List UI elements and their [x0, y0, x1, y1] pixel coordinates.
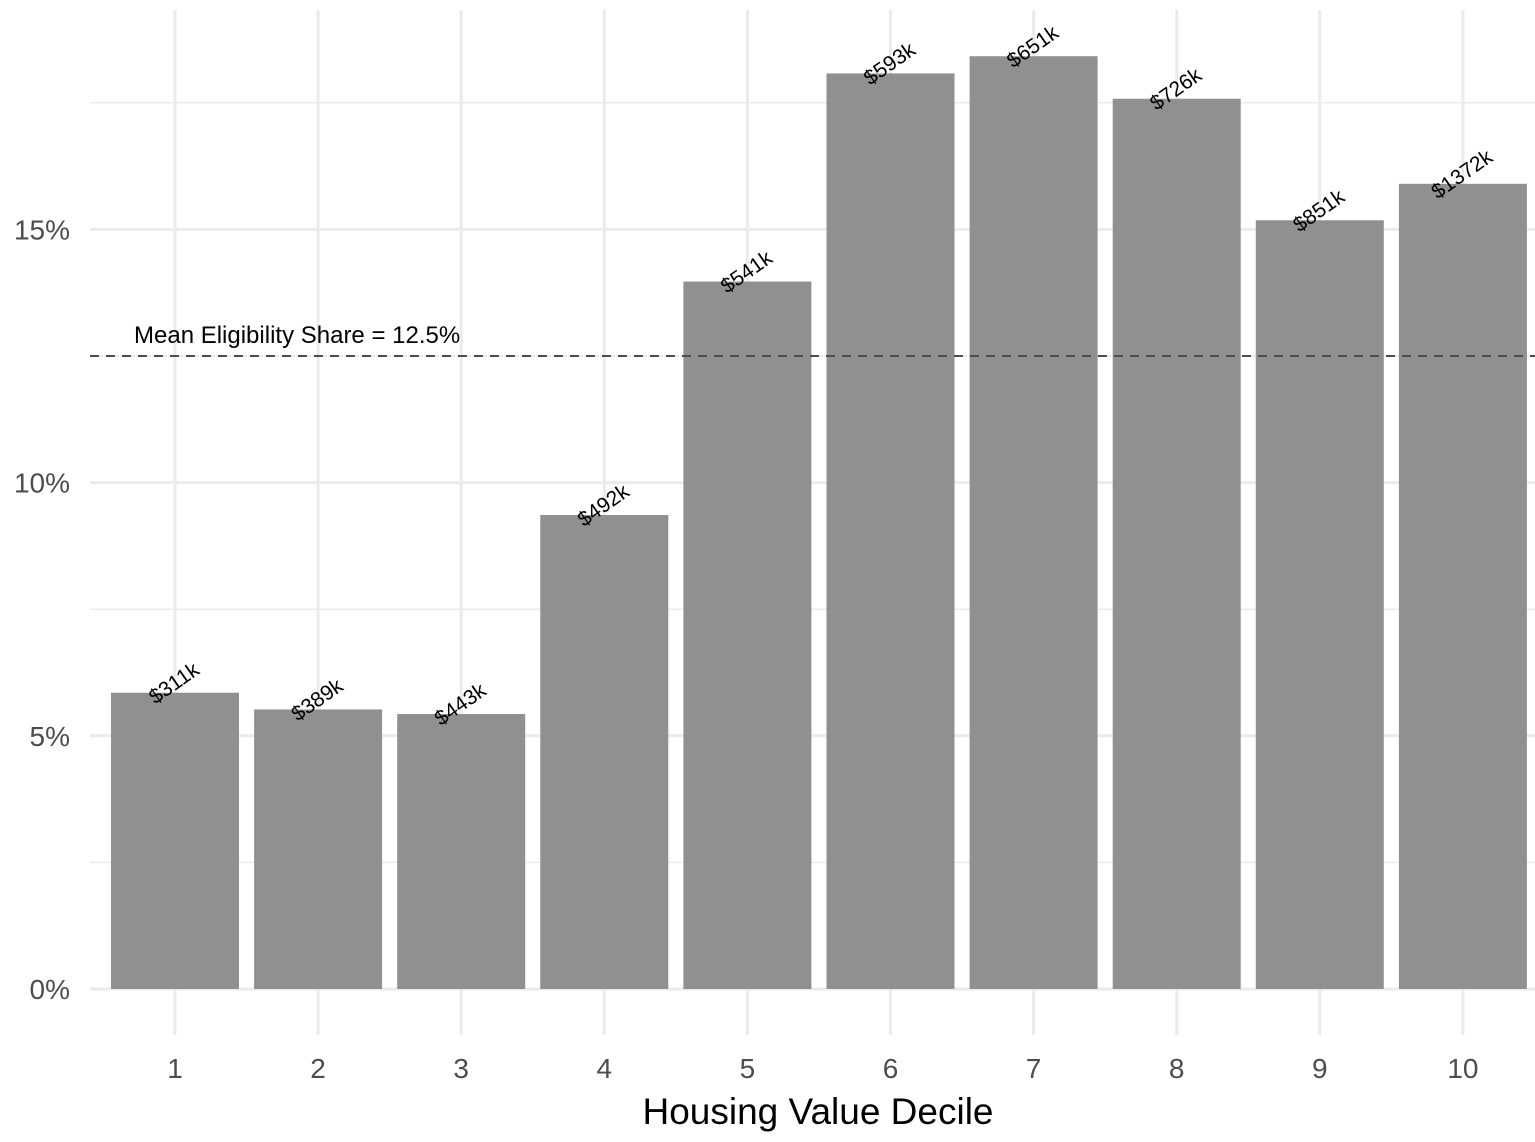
x-tick-label: 6 — [883, 1053, 899, 1084]
x-tick-label: 9 — [1312, 1053, 1328, 1084]
bar — [254, 709, 383, 989]
bars — [111, 56, 1527, 990]
x-tick-label: 8 — [1169, 1053, 1185, 1084]
mean-reference-label: Mean Eligibility Share = 12.5% — [134, 322, 460, 349]
bar — [1112, 98, 1241, 990]
x-tick-label: 4 — [597, 1053, 613, 1084]
bar — [540, 515, 669, 989]
y-tick-label: 5% — [30, 721, 70, 752]
x-tick-label: 7 — [1026, 1053, 1042, 1084]
bar — [397, 714, 526, 989]
bar — [826, 73, 955, 989]
y-tick-label: 15% — [14, 214, 70, 245]
bar — [683, 281, 812, 989]
bar — [969, 56, 1098, 990]
x-tick-label: 1 — [167, 1053, 183, 1084]
bar — [1398, 183, 1527, 990]
x-tick-label: 2 — [310, 1053, 326, 1084]
y-axis-tick-labels: 0% 5% 10% 15% — [14, 214, 70, 1005]
bar — [111, 692, 239, 989]
x-tick-label: 10 — [1447, 1053, 1478, 1084]
x-tick-label: 3 — [453, 1053, 469, 1084]
y-tick-label: 10% — [14, 468, 70, 499]
bar — [1255, 220, 1384, 990]
x-axis-tick-labels: 1 2 3 4 5 6 7 8 9 10 — [167, 1053, 1478, 1084]
y-tick-label: 0% — [30, 974, 70, 1005]
x-tick-label: 5 — [740, 1053, 756, 1084]
x-axis-title: Housing Value Decile — [642, 1091, 993, 1132]
